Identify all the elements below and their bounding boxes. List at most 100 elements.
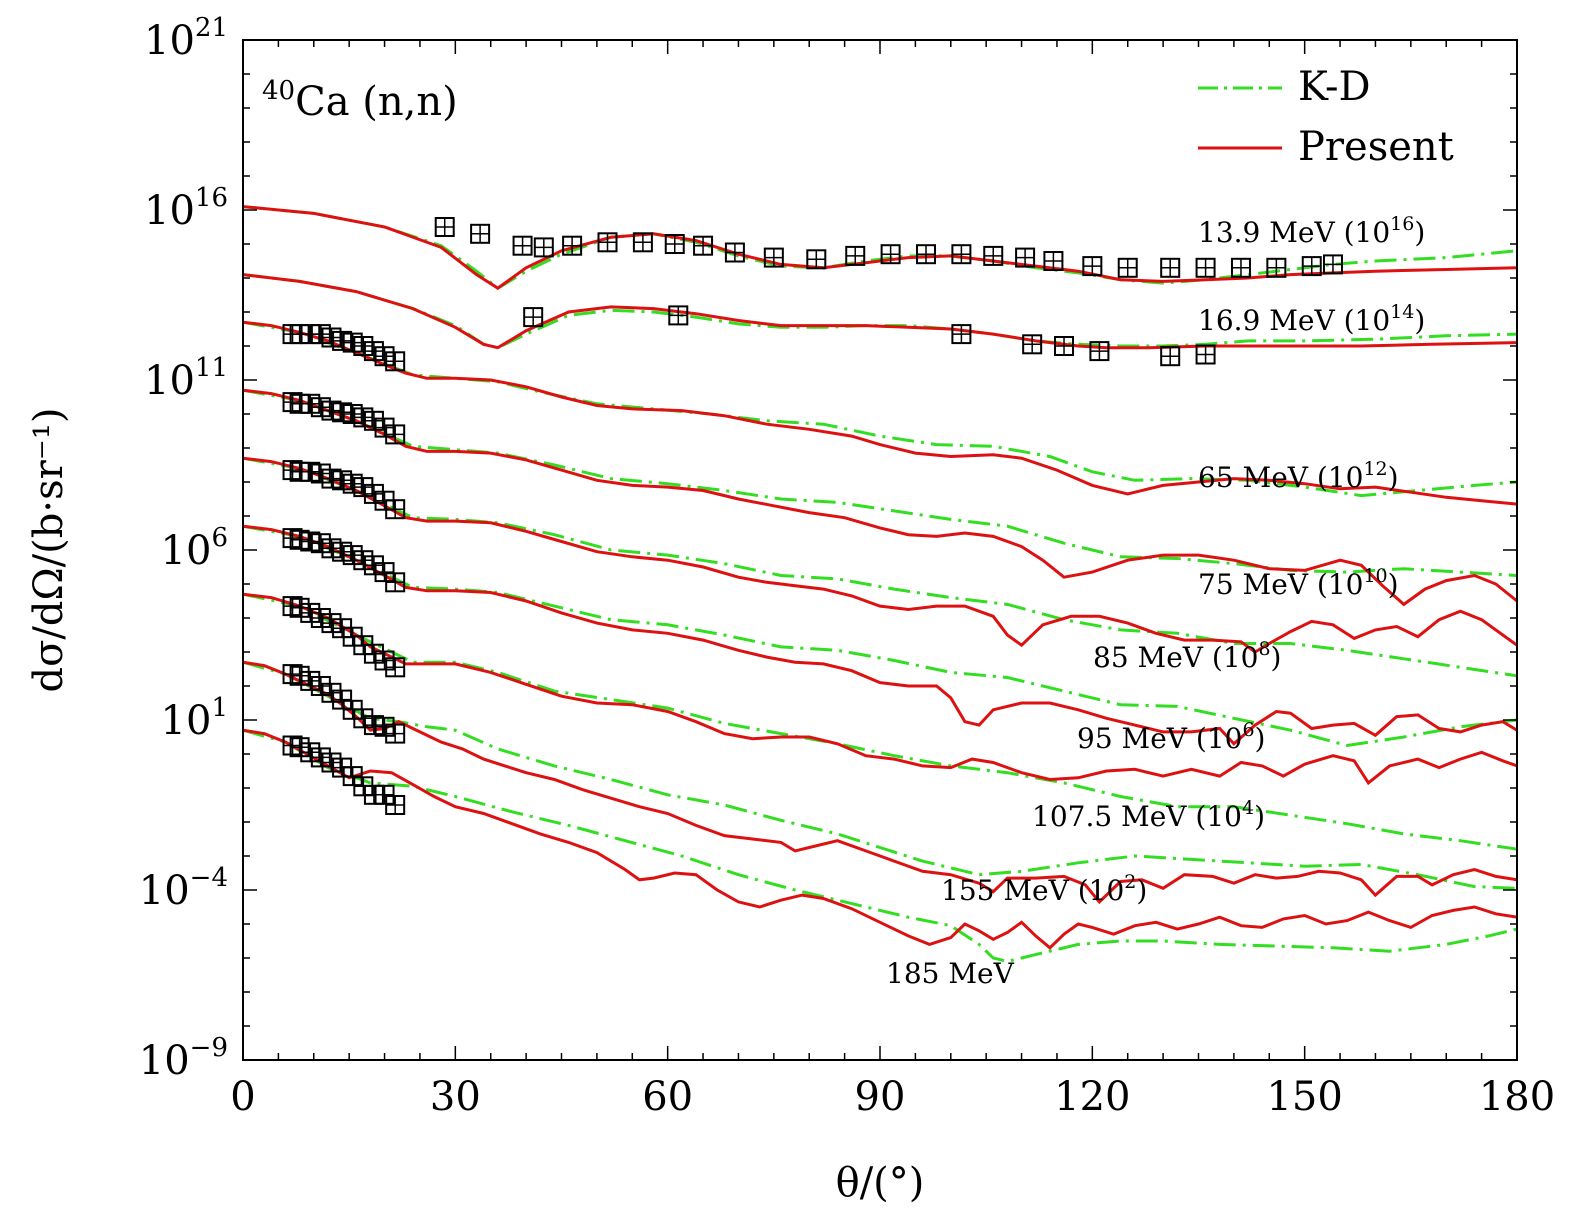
energy-label: 185 MeV — [886, 957, 1015, 990]
exp-point-13-9-mev — [1322, 254, 1343, 275]
exp-point-75-mev — [385, 424, 406, 445]
exp-point-85-mev — [300, 461, 321, 482]
exp-point-75-mev — [342, 404, 363, 424]
present-line-185-mev — [243, 728, 1517, 950]
exp-point-95-mev — [321, 538, 342, 559]
exp-point-155-mev — [300, 670, 321, 691]
y-tick-label: 106 — [161, 523, 228, 574]
exp-point-16-9-mev — [951, 324, 972, 345]
exp-point-107-5-mev — [363, 643, 384, 664]
exp-point-13-9-mev — [916, 244, 937, 265]
present-line-107-5-mev — [243, 592, 1517, 786]
exp-point-13-9-mev — [763, 247, 784, 268]
exp-point-13-9-mev — [880, 244, 901, 265]
energy-label: 13.9 MeV (1016) — [1198, 213, 1425, 249]
exp-point-13-9-mev — [1043, 251, 1064, 271]
exp-point-155-mev — [310, 676, 331, 696]
y-tick-labels: 1021 1016 1011 106 101 10−4 10−9 — [139, 13, 228, 1084]
exp-point-16-9-mev — [668, 305, 689, 326]
exp-point-107-5-mev — [374, 650, 395, 671]
exp-point-13-9-mev — [1301, 256, 1322, 277]
exp-point-95-mev — [374, 562, 395, 583]
exp-point-155-mev — [321, 682, 342, 703]
exp-point-13-9-mev — [533, 237, 554, 258]
present-line-16-9-mev — [243, 273, 1517, 350]
exp-point-95-mev — [353, 550, 374, 571]
present-line-65-mev — [243, 320, 1517, 506]
energy-label: 95 MeV (106) — [1077, 719, 1265, 755]
kd-line-85-mev — [243, 456, 1517, 678]
exp-point-85-mev — [321, 468, 342, 489]
legend: K-D Present — [1198, 64, 1454, 170]
present-line-95-mev — [243, 524, 1517, 746]
exp-point-155-mev — [363, 715, 384, 736]
exp-point-75-mev — [300, 393, 321, 414]
legend-present-label: Present — [1298, 124, 1454, 170]
kd-line-75-mev — [243, 388, 1517, 577]
exp-point-65-mev — [332, 330, 353, 351]
exp-point-107-5-mev — [310, 608, 331, 628]
exp-point-75-mev — [363, 410, 384, 431]
y-tick-label: 101 — [161, 693, 228, 744]
exp-point-13-9-mev — [632, 232, 653, 253]
y-tick-label: 1016 — [144, 183, 228, 234]
exp-point-85-mev — [353, 477, 374, 498]
exp-point-65-mev — [342, 332, 363, 353]
exp-point-155-mev — [353, 708, 374, 729]
exp-point-107-5-mev — [289, 597, 310, 618]
energy-labels: 13.9 MeV (1016) 16.9 MeV (1014) 65 MeV (10… — [886, 213, 1425, 990]
exp-point-155-mev — [289, 665, 310, 686]
y-tick-label: 1011 — [144, 353, 228, 404]
present-line-75-mev — [243, 388, 1517, 607]
exp-point-65-mev — [385, 351, 406, 372]
x-tick-label: 180 — [1479, 1074, 1555, 1120]
exp-point-85-mev — [332, 470, 353, 491]
exp-point-107-5-mev — [300, 602, 321, 623]
y-tick-label: 10−4 — [139, 863, 228, 914]
exp-point-85-mev — [363, 483, 384, 504]
exp-point-13-9-mev — [1117, 257, 1138, 278]
exp-point-13-9-mev — [1082, 256, 1103, 277]
energy-label: 155 MeV (102) — [941, 871, 1147, 907]
exp-point-185-mev — [342, 766, 363, 787]
exp-point-75-mev — [353, 407, 374, 428]
energy-label: 65 MeV (1012) — [1198, 458, 1399, 494]
present-line-85-mev — [243, 456, 1517, 654]
exp-point-185-mev — [385, 795, 406, 815]
exp-point-155-mev — [374, 716, 395, 737]
exp-point-185-mev — [300, 742, 321, 763]
x-tick-label: 60 — [642, 1074, 693, 1120]
kd-line-155-mev — [243, 660, 1517, 890]
exp-point-185-mev — [374, 784, 395, 805]
exp-point-95-mev — [310, 533, 331, 554]
exp-point-85-mev — [385, 499, 406, 520]
x-tick-label: 0 — [230, 1074, 255, 1120]
y-tick-label: 10−9 — [139, 1033, 228, 1084]
exp-point-75-mev — [332, 402, 353, 423]
exp-point-95-mev — [289, 529, 310, 550]
curves-layer — [243, 205, 1517, 963]
exp-point-65-mev — [374, 346, 395, 367]
energy-label: 107.5 MeV (104) — [1032, 797, 1265, 833]
exp-point-85-mev — [282, 460, 303, 481]
x-tick-label: 120 — [1054, 1074, 1130, 1120]
exp-point-95-mev — [363, 555, 384, 576]
exp-point-185-mev — [310, 747, 331, 768]
exp-point-155-mev — [332, 689, 353, 710]
exp-point-185-mev — [289, 737, 310, 758]
present-line-13-9-mev — [243, 205, 1517, 291]
energy-label: 75 MeV (1010) — [1198, 565, 1399, 601]
exp-point-13-9-mev — [951, 244, 972, 265]
exp-point-65-mev — [363, 341, 384, 362]
exp-point-13-9-mev — [806, 249, 827, 270]
exp-point-107-5-mev — [321, 613, 342, 634]
exp-point-13-9-mev — [1015, 247, 1036, 268]
exp-point-85-mev — [310, 463, 331, 484]
plot-area — [243, 40, 1517, 1060]
y-tick-label: 1021 — [144, 13, 228, 64]
axis-ticks — [242, 39, 1518, 1061]
exp-point-13-9-mev — [470, 223, 491, 244]
exp-point-75-mev — [310, 397, 331, 418]
exp-point-13-9-mev — [1230, 257, 1251, 278]
energy-label: 16.9 MeV (1014) — [1198, 301, 1425, 337]
